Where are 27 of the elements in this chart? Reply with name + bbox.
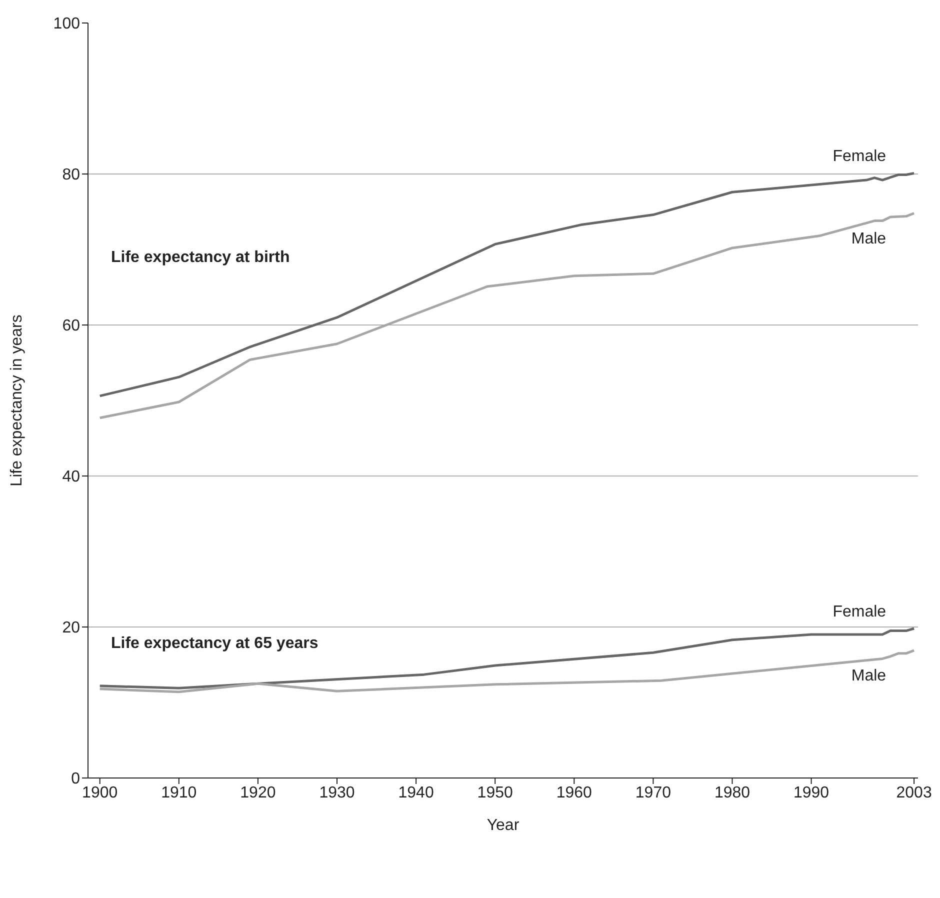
y-tick-label: 20	[62, 620, 80, 637]
annotation: Life expectancy at birth	[111, 249, 290, 268]
y-tick-label: 80	[62, 166, 80, 184]
x-axis-title: Year	[486, 817, 520, 834]
x-tick-label: 2003	[896, 784, 932, 802]
line-series	[98, 172, 916, 398]
series-label: Male	[851, 230, 886, 248]
x-tick-label: 1970	[635, 784, 672, 802]
x-tick-label: 1940	[398, 784, 434, 802]
y-tick-label: 40	[62, 468, 80, 486]
x-tick-label: 1900	[82, 784, 118, 802]
annotation: Life expectancy at 65 years	[111, 634, 318, 653]
x-tick-label: 1910	[161, 784, 197, 802]
series-label: Male	[851, 667, 886, 684]
x-tick-label: 1960	[556, 784, 592, 802]
series-label: Female	[832, 148, 886, 166]
y-tick-label: 100	[53, 16, 80, 33]
series-label: Female	[832, 604, 886, 621]
y-tick-label: 0	[71, 770, 80, 788]
line-series	[98, 627, 916, 690]
x-tick-label: 1920	[240, 784, 276, 802]
x-tick-label: 1930	[319, 784, 355, 802]
y-tick-label: 60	[62, 318, 80, 335]
x-tick-label: 1990	[793, 784, 830, 802]
y-axis-title: Life expectancy in years	[8, 314, 26, 486]
x-tick-label: 1980	[714, 784, 750, 802]
x-tick-label: 1950	[477, 784, 513, 802]
